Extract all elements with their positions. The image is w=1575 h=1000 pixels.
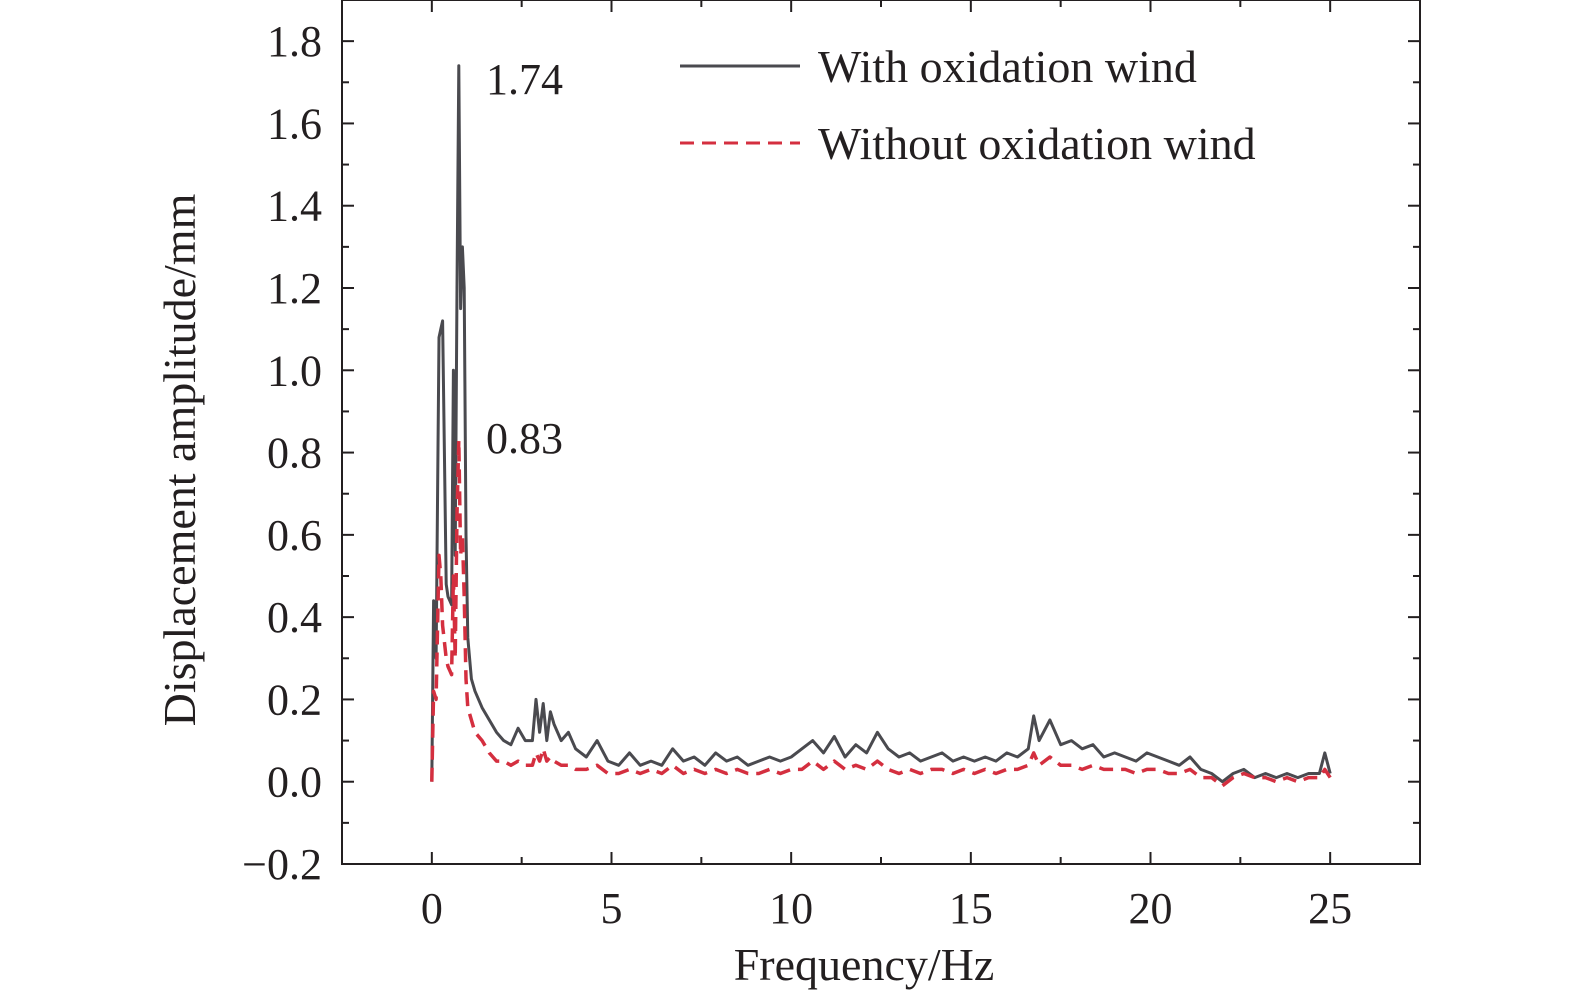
legend: With oxidation wind Without oxidation wi… bbox=[680, 41, 1256, 169]
y-axis-title: Displacement amplitude/mm bbox=[154, 193, 205, 726]
series-line-without-oxidation-wind bbox=[430, 438, 1332, 788]
x-axis-ticks: 0 5 10 15 20 25 bbox=[341, 0, 1421, 933]
series-layer bbox=[430, 64, 1332, 788]
y-tick-label: 1.8 bbox=[267, 17, 322, 66]
legend-label-without-wind: Without oxidation wind bbox=[818, 118, 1256, 169]
x-tick-label: 10 bbox=[769, 884, 813, 933]
y-tick-label: 1.2 bbox=[267, 264, 322, 313]
y-tick-label: 0.2 bbox=[267, 675, 322, 724]
series-line-with-oxidation-wind bbox=[430, 64, 1332, 784]
y-tick-label: −0.2 bbox=[242, 840, 322, 889]
x-tick-label: 25 bbox=[1308, 884, 1352, 933]
x-tick-label: 20 bbox=[1129, 884, 1173, 933]
y-axis-ticks: −0.2 0.0 0.2 0.4 0.6 0.8 1.0 1.2 1.4 1.6 1.8 bbox=[242, 17, 1420, 889]
y-tick-label: 0.4 bbox=[267, 593, 322, 642]
x-tick-label: 0 bbox=[421, 884, 443, 933]
x-tick-label: 5 bbox=[601, 884, 623, 933]
y-tick-label: 0.6 bbox=[267, 511, 322, 560]
x-axis-title: Frequency/Hz bbox=[734, 939, 995, 990]
y-tick-label: 1.6 bbox=[267, 99, 322, 148]
x-tick-label: 15 bbox=[949, 884, 993, 933]
y-tick-label: 0.0 bbox=[267, 758, 322, 807]
legend-label-with-wind: With oxidation wind bbox=[818, 41, 1197, 92]
y-tick-label: 0.8 bbox=[267, 429, 322, 478]
peak-annotation-with-wind: 1.74 bbox=[486, 55, 563, 104]
y-tick-label: 1.4 bbox=[267, 182, 322, 231]
y-tick-label: 1.0 bbox=[267, 346, 322, 395]
peak-annotation-without-wind: 0.83 bbox=[486, 414, 563, 463]
